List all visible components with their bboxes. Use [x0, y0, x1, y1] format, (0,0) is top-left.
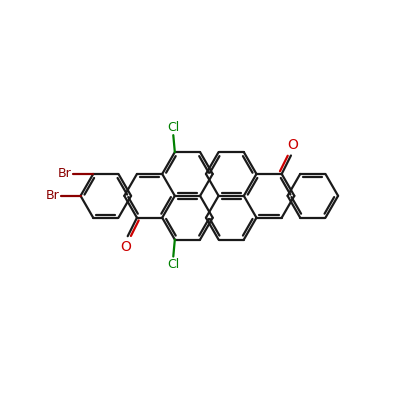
Text: Br: Br [45, 189, 59, 202]
Text: Cl: Cl [167, 258, 180, 271]
Text: O: O [287, 138, 298, 152]
Text: Cl: Cl [167, 121, 180, 134]
Text: Br: Br [58, 168, 72, 180]
Text: O: O [121, 240, 132, 254]
